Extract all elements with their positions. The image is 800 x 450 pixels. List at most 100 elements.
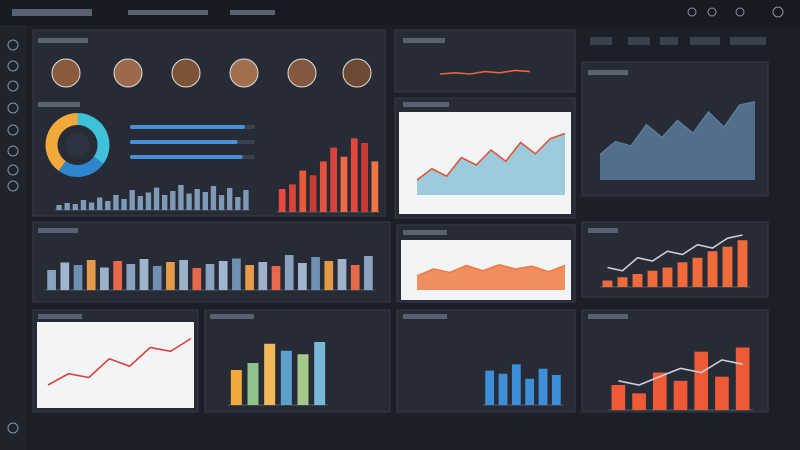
bar bbox=[126, 264, 136, 290]
button[interactable] bbox=[730, 37, 766, 45]
bar bbox=[100, 267, 109, 290]
bar bbox=[179, 260, 188, 290]
avatar[interactable] bbox=[171, 58, 201, 88]
bar bbox=[113, 261, 122, 290]
heading bbox=[403, 102, 449, 107]
line bbox=[47, 337, 192, 386]
bar bbox=[121, 199, 127, 210]
button[interactable] bbox=[660, 37, 678, 45]
sidebar-icons bbox=[7, 39, 19, 434]
bar bbox=[662, 267, 673, 287]
line bbox=[439, 69, 531, 75]
bar bbox=[73, 265, 83, 290]
bar bbox=[737, 240, 748, 287]
logo[interactable] bbox=[12, 9, 92, 16]
icon[interactable] bbox=[7, 39, 19, 51]
line bbox=[607, 234, 743, 272]
bar bbox=[350, 265, 360, 290]
nav-item[interactable] bbox=[128, 10, 208, 15]
icon[interactable] bbox=[7, 60, 19, 72]
button[interactable] bbox=[590, 37, 612, 45]
donut-slice bbox=[45, 113, 78, 171]
bar bbox=[309, 175, 317, 212]
bar bbox=[271, 266, 281, 290]
bar bbox=[137, 196, 143, 210]
bar bbox=[72, 204, 78, 210]
bar bbox=[152, 266, 162, 290]
panel bbox=[581, 221, 769, 298]
bar bbox=[130, 125, 245, 129]
bar bbox=[153, 187, 160, 210]
bar bbox=[647, 270, 658, 287]
bar bbox=[298, 263, 307, 290]
bar bbox=[166, 262, 175, 290]
icon[interactable] bbox=[707, 7, 717, 17]
icon[interactable] bbox=[7, 180, 19, 192]
bar bbox=[364, 256, 373, 290]
bar bbox=[735, 347, 750, 410]
icon[interactable] bbox=[7, 422, 19, 434]
icon[interactable] bbox=[7, 145, 19, 157]
sidebar bbox=[0, 25, 26, 450]
icon[interactable] bbox=[687, 7, 697, 17]
bar bbox=[722, 246, 733, 287]
avatar[interactable] bbox=[287, 58, 317, 88]
bar bbox=[677, 262, 688, 287]
avatar[interactable] bbox=[229, 58, 259, 88]
bar bbox=[178, 185, 184, 210]
heading bbox=[38, 38, 88, 43]
heading bbox=[38, 314, 82, 319]
nav-item[interactable] bbox=[230, 10, 275, 15]
bar bbox=[314, 342, 326, 405]
avatar[interactable] bbox=[342, 58, 372, 88]
bar bbox=[707, 251, 718, 287]
avatar[interactable] bbox=[113, 58, 143, 88]
bar bbox=[361, 143, 368, 212]
icon[interactable] bbox=[7, 102, 19, 114]
bar bbox=[88, 202, 95, 210]
bar bbox=[56, 205, 62, 210]
bar bbox=[297, 354, 309, 405]
bar bbox=[129, 190, 135, 210]
icon[interactable] bbox=[7, 164, 19, 176]
bar bbox=[186, 193, 192, 210]
bar bbox=[264, 343, 276, 405]
bar bbox=[611, 385, 626, 410]
panel-headings bbox=[38, 37, 766, 319]
icon[interactable] bbox=[7, 80, 19, 92]
heading bbox=[38, 228, 78, 233]
bar bbox=[139, 259, 149, 290]
bar bbox=[324, 261, 334, 290]
bar bbox=[218, 195, 225, 210]
bar bbox=[617, 277, 628, 287]
bar bbox=[485, 370, 495, 405]
bar bbox=[210, 186, 217, 210]
bar bbox=[319, 161, 327, 212]
bar bbox=[194, 189, 200, 210]
bar bbox=[498, 373, 508, 405]
bar bbox=[330, 147, 338, 212]
bar bbox=[245, 265, 254, 290]
line bbox=[416, 263, 566, 277]
button[interactable] bbox=[690, 37, 720, 45]
button[interactable] bbox=[628, 37, 650, 45]
bar bbox=[692, 257, 703, 287]
bar bbox=[232, 258, 241, 290]
bar bbox=[145, 192, 152, 210]
bar bbox=[694, 351, 709, 410]
donut-center bbox=[65, 133, 90, 157]
bar bbox=[311, 257, 320, 290]
bar bbox=[162, 195, 168, 210]
icon[interactable] bbox=[735, 7, 745, 17]
avatar[interactable] bbox=[51, 58, 81, 88]
bar bbox=[538, 368, 548, 405]
icon[interactable] bbox=[7, 124, 19, 136]
bar bbox=[86, 260, 96, 290]
icon[interactable] bbox=[772, 6, 784, 18]
bar bbox=[80, 200, 87, 210]
bar bbox=[511, 364, 521, 405]
bar bbox=[337, 259, 347, 290]
heading bbox=[588, 70, 628, 75]
donut-slice bbox=[58, 156, 104, 177]
